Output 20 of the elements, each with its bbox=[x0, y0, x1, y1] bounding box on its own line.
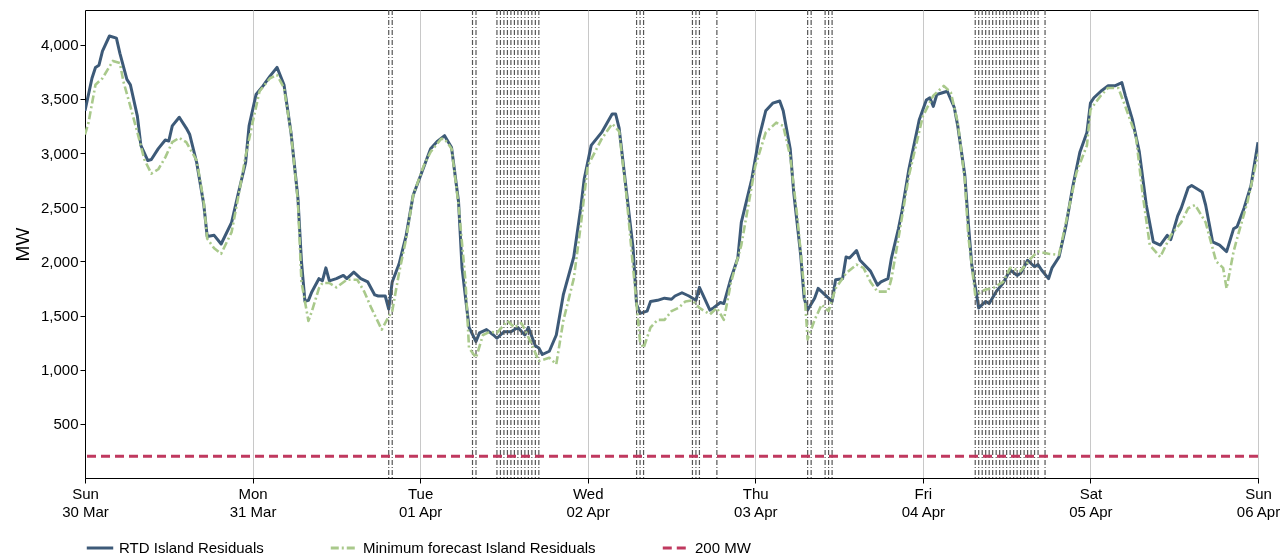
x-tick-label: Sun 30 Mar bbox=[62, 484, 109, 520]
x-tick-label: Fri 04 Apr bbox=[901, 484, 946, 520]
x-tick-label: Wed 02 Apr bbox=[566, 484, 610, 520]
legend-label: 200 MW bbox=[695, 539, 752, 554]
y-tick-label: 500 bbox=[53, 415, 79, 433]
x-tick-label: Sat 05 Apr bbox=[1069, 484, 1113, 520]
y-tick-label: 2,500 bbox=[40, 198, 79, 216]
legend-label: Minimum forecast Island Residuals bbox=[363, 539, 596, 554]
legend-label: RTD Island Residuals bbox=[119, 539, 264, 554]
y-tick-label: 3,500 bbox=[40, 90, 79, 108]
y-tick-label: 1,500 bbox=[40, 307, 79, 324]
x-tick-label: Thu 03 Apr bbox=[734, 484, 778, 520]
x-tick-label: Sun 06 Apr bbox=[1236, 484, 1281, 520]
x-tick-label: Tue 01 Apr bbox=[398, 484, 443, 520]
y-tick-label: 3,000 bbox=[40, 144, 79, 162]
y-tick-label: 1,000 bbox=[40, 361, 79, 379]
x-tick-label: Mon 31 Mar bbox=[229, 484, 277, 520]
y-axis-title: MW bbox=[11, 227, 33, 262]
y-tick-label: 2,000 bbox=[40, 252, 79, 270]
y-tick-label: 4,000 bbox=[40, 36, 79, 54]
